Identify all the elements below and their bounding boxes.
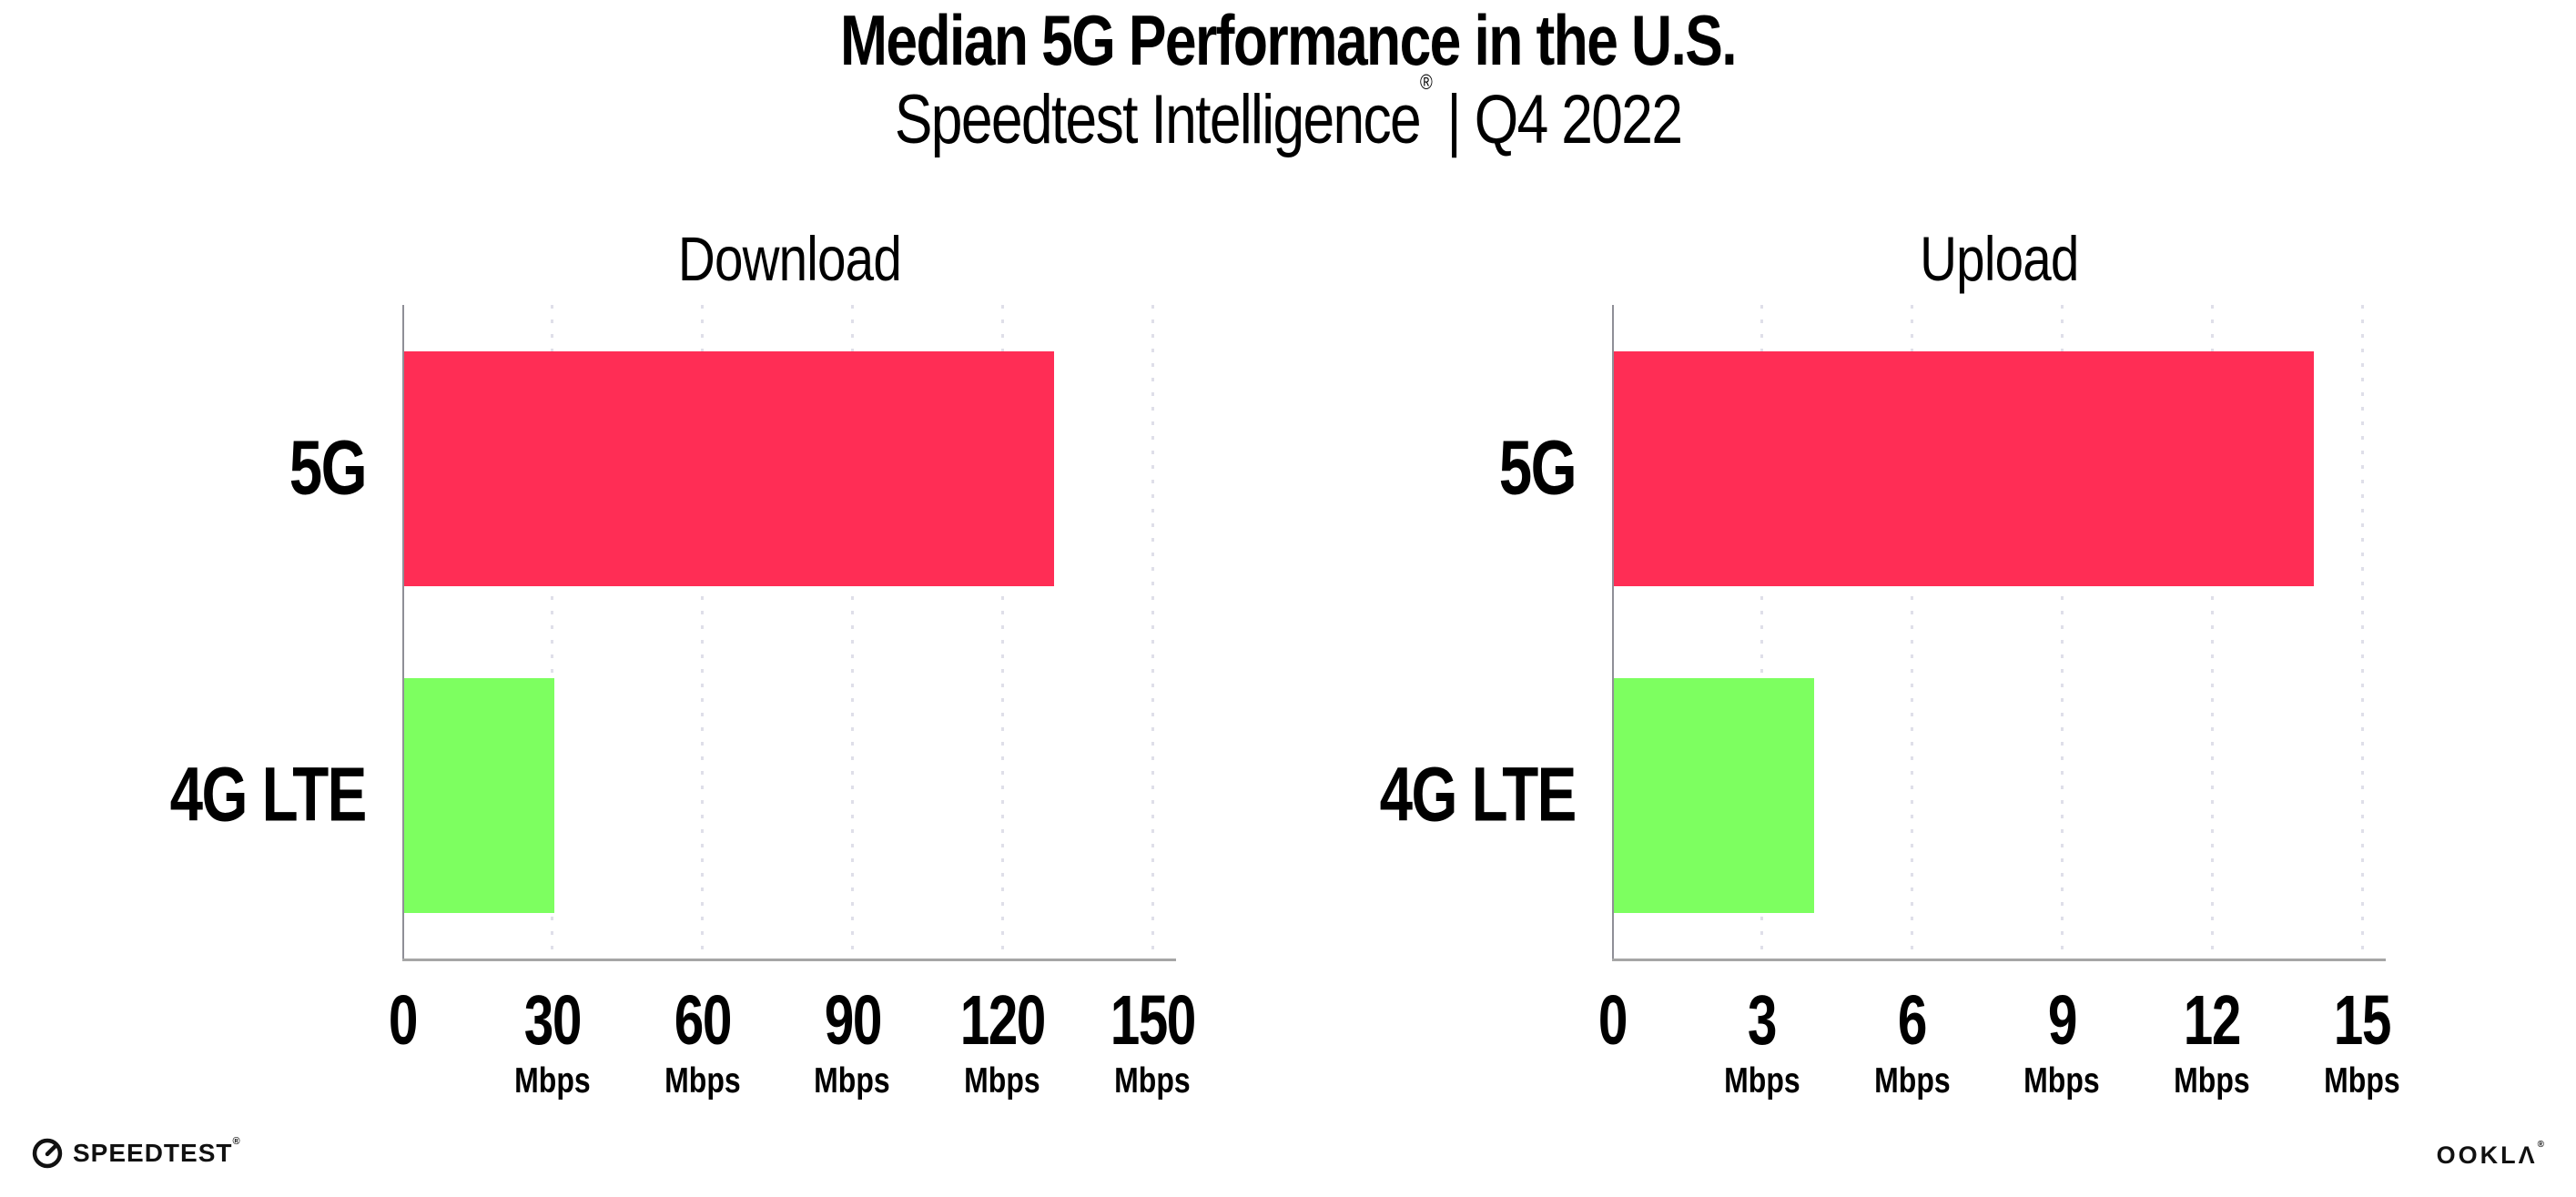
upload-x-tick-value: 15 (2333, 981, 2392, 1060)
download-x-tick-0: 0 (325, 986, 480, 1099)
upload-gridline-15 (2360, 305, 2364, 959)
upload-category-label-5g: 5G (1498, 424, 1577, 511)
upload-chart-panel: Upload 5G 4G LTE 0 3 Mbps 6 Mbps 9 Mbps 12 Mbps 15 M… (1380, 224, 2400, 1138)
figure-subtitle: Speedtest Intelligence® | Q4 2022 (0, 70, 2576, 159)
upload-x-tick-unit: Mbps (1873, 1061, 1951, 1101)
upload-x-tick-unit: Mbps (2324, 1061, 2400, 1101)
download-gridline-120 (1000, 305, 1004, 959)
upload-x-tick-unit: Mbps (2174, 1061, 2250, 1101)
upload-x-axis-line (1612, 959, 2386, 961)
upload-x-tick-3: 3 Mbps (1685, 981, 1840, 1101)
download-x-tick-unit: Mbps (964, 1061, 1040, 1101)
download-bar-5g (404, 351, 1054, 586)
upload-x-tick-value: 9 (2047, 981, 2078, 1060)
download-x-tick-150: 150 Mbps (1075, 981, 1230, 1101)
download-x-tick-60: 60 Mbps (625, 981, 780, 1101)
download-x-tick-value: 60 (674, 981, 733, 1060)
download-chart-title: Download (677, 224, 901, 294)
upload-x-tick-6: 6 Mbps (1835, 981, 1990, 1101)
download-x-tick-unit: Mbps (814, 1061, 891, 1101)
upload-x-tick-value: 6 (1898, 981, 1928, 1060)
ookla-wordmark: OOKLΛ (2436, 1141, 2538, 1169)
download-plot-area (402, 305, 1176, 961)
upload-x-tick-12: 12 Mbps (2135, 981, 2289, 1101)
download-x-tick-unit: Mbps (1114, 1061, 1191, 1101)
download-gridline-60 (701, 305, 705, 959)
download-category-label-4g-lte: 4G LTE (169, 751, 368, 837)
download-x-tick-value: 0 (388, 981, 418, 1060)
download-x-tick-120: 120 Mbps (925, 981, 1080, 1101)
upload-gridline-12 (2210, 305, 2214, 959)
upload-x-tick-unit: Mbps (1724, 1061, 1800, 1101)
download-x-tick-value: 30 (523, 981, 583, 1060)
ookla-logo: OOKLΛ® (2436, 1140, 2544, 1170)
upload-x-tick-unit (1535, 1063, 1689, 1099)
upload-x-tick-unit: Mbps (2023, 1061, 2101, 1101)
upload-gridline-9 (2060, 305, 2064, 959)
download-x-tick-value: 120 (959, 981, 1047, 1060)
upload-bar-5g (1614, 351, 2314, 586)
ookla-registered-mark: ® (2537, 1140, 2544, 1150)
download-x-tick-30: 30 Mbps (475, 981, 630, 1101)
upload-x-tick-value: 0 (1597, 981, 1628, 1060)
download-bar-4g-lte (404, 678, 554, 913)
download-x-tick-90: 90 Mbps (775, 981, 929, 1101)
download-chart-panel: Download 5G 4G LTE 0 30 Mbps 60 Mbps 90 Mbps 120 M… (170, 224, 1196, 1138)
download-gridline-150 (1151, 305, 1154, 959)
download-x-axis-line (402, 959, 1176, 961)
speedtest-wordmark: SPEEDTEST® (73, 1135, 240, 1167)
upload-x-tick-0: 0 (1535, 986, 1689, 1099)
upload-category-label-4g-lte: 4G LTE (1379, 751, 1577, 837)
download-category-label-5g: 5G (289, 424, 368, 511)
upload-x-tick-value: 3 (1748, 981, 1778, 1060)
download-x-tick-unit: Mbps (664, 1061, 741, 1101)
upload-y-axis-line (1612, 305, 1614, 961)
speedtest-logo: SPEEDTEST® (31, 1135, 240, 1170)
upload-x-tick-15: 15 Mbps (2285, 981, 2439, 1101)
subtitle-brand: Speedtest Intelligence (894, 81, 1422, 158)
upload-x-tick-9: 9 Mbps (1984, 981, 2139, 1101)
download-gridline-90 (850, 305, 854, 959)
upload-chart-title: Upload (1919, 224, 2079, 294)
download-x-tick-unit (325, 1063, 480, 1099)
download-x-tick-value: 90 (824, 981, 882, 1060)
download-x-tick-unit: Mbps (514, 1061, 591, 1101)
speedtest-gauge-icon (32, 1138, 63, 1169)
registered-trademark-mark: ® (1419, 69, 1433, 94)
subtitle-period: | Q4 2022 (1432, 81, 1682, 158)
upload-plot-area (1612, 305, 2386, 961)
upload-gridline-3 (1760, 305, 1764, 959)
download-gridline-30 (551, 305, 554, 959)
upload-x-tick-value: 12 (2184, 981, 2242, 1060)
upload-gridline-6 (1911, 305, 1914, 959)
speedtest-registered-mark: ® (232, 1135, 240, 1147)
download-x-tick-value: 150 (1110, 981, 1196, 1060)
figure-title: Median 5G Performance in the U.S. (840, 0, 1738, 80)
upload-bar-4g-lte (1614, 678, 1814, 913)
download-y-axis-line (402, 305, 404, 961)
